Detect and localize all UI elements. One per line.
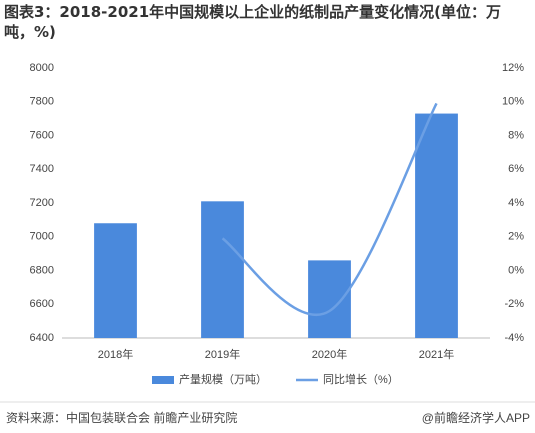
chart-title: 图表3：2018-2021年中国规模以上企业的纸制品产量变化情况(单位：万吨，%… [4,3,502,41]
y2-tick-label: 6% [508,163,524,175]
y2-tick-label: 12% [502,62,524,74]
y2-tick-label: 8% [508,129,524,141]
source: 资料来源：中国包装联合会 前瞻产业研究院 [6,410,237,425]
line [221,102,438,316]
x-tick-label: 2019年 [205,347,240,361]
legend-swatch [152,376,174,384]
y2-tick-label: 0% [508,264,524,276]
y-tick-label: 8000 [30,62,54,74]
y-tick-label: 6600 [30,298,54,310]
legend-label: 同比增长（%） [323,372,399,386]
bar [415,113,458,338]
y-tick-label: 6800 [30,264,54,276]
bar [308,260,351,338]
x-tick-label: 2021年 [419,347,454,361]
credit: @前瞻经济学人APP [422,410,530,425]
x-tick-label: 2020年 [312,347,347,361]
y-tick-label: 7000 [30,231,54,243]
y2-tick-label: -4% [504,332,524,344]
y2-tick-label: -2% [504,298,524,310]
y2-tick-label: 4% [508,197,524,209]
bar [201,201,244,338]
y2-tick-label: 10% [502,96,524,108]
bar [94,223,137,338]
legend-label: 产量规模（万吨） [179,372,267,386]
y-tick-label: 7400 [30,163,54,175]
y2-tick-label: 2% [508,231,524,243]
title-box: 图表3：2018-2021年中国规模以上企业的纸制品产量变化情况(单位：万吨，%… [4,3,502,41]
x-tick-label: 2018年 [98,347,133,361]
y-tick-label: 7600 [30,129,54,141]
y-tick-label: 7200 [30,197,54,209]
y-tick-label: 7800 [30,96,54,108]
y-tick-label: 6400 [30,332,54,344]
